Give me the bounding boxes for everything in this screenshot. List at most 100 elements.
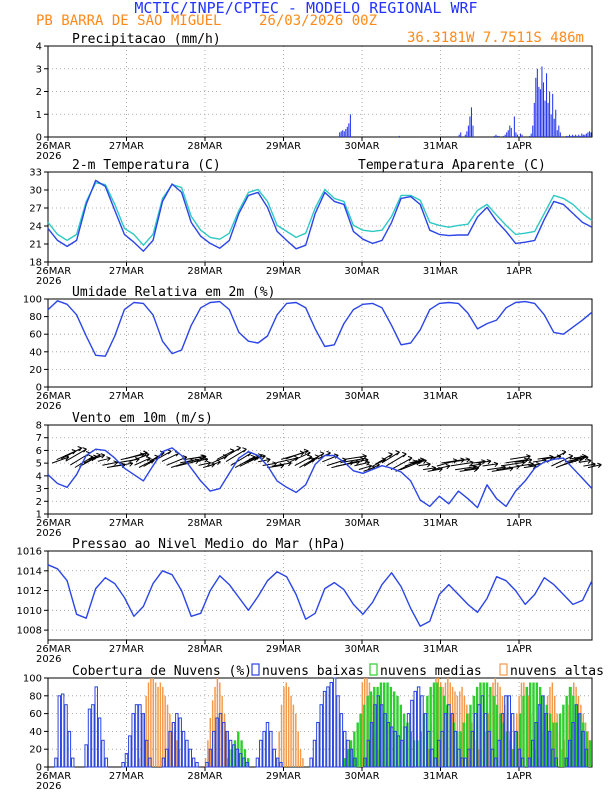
- x-tick-label: 31MAR: [423, 141, 458, 152]
- low-cloud-bar: [54, 757, 58, 768]
- x-year-label: 2026: [36, 781, 61, 792]
- low-cloud-bar: [450, 713, 454, 768]
- x-tick-label: 30MAR: [344, 518, 379, 529]
- precip-bar: [585, 133, 587, 137]
- low-cloud-bar: [87, 708, 92, 768]
- wind-vector-head: [475, 467, 480, 471]
- wind-vector: [161, 452, 180, 462]
- high-cloud-bar: [283, 686, 285, 767]
- precip-bar: [582, 134, 584, 137]
- wind-vector: [418, 463, 431, 467]
- panel-6: 0 20 40 60 80 100 26MAR 27MAR 28MAR 29MAR 30MAR 31M…: [23, 663, 604, 792]
- low-cloud-bar: [527, 757, 532, 768]
- wind-vector: [377, 453, 393, 464]
- wind-vector-head: [129, 462, 134, 467]
- low-cloud-bar: [467, 748, 471, 768]
- wind-vectors: [51, 445, 602, 473]
- wind-vector-head: [71, 449, 76, 452]
- panel-frame: [47, 424, 593, 515]
- wind-vector: [482, 463, 498, 467]
- wind-vector-head: [532, 465, 537, 470]
- low-cloud-bar: [272, 748, 276, 768]
- x-tick-label: 27MAR: [109, 518, 144, 529]
- legend-swatch: [499, 663, 508, 676]
- apparent-temperature-title: Temperatura Aparente (C): [358, 158, 546, 173]
- low-cloud-bar: [134, 704, 139, 768]
- wind-vector-head: [583, 455, 589, 458]
- wind-vector: [381, 451, 400, 464]
- wind-vector: [93, 454, 105, 460]
- wind-vector-head: [306, 450, 311, 454]
- low-cloud-bar: [245, 762, 250, 768]
- low-cloud-bar: [185, 739, 189, 768]
- wind-vector-head: [160, 452, 165, 457]
- legend-swatch: [251, 663, 260, 676]
- high-cloud-bar: [520, 682, 523, 767]
- y-tick-label: 3: [36, 484, 42, 495]
- low-cloud-bar: [124, 753, 129, 768]
- panel-3: 0 20 40 60 80 100 26MAR 27MAR 28MAR 29MAR 30MAR 31M…: [23, 285, 593, 412]
- low-cloud-bar: [373, 704, 377, 768]
- wind-vector: [294, 456, 312, 467]
- wind-vector-head: [237, 447, 241, 452]
- mid-cloud-bar: [399, 704, 403, 767]
- wind-vector: [372, 458, 386, 467]
- low-cloud-bar: [222, 722, 226, 768]
- low-cloud-bar: [453, 730, 458, 768]
- x-year-label: 2026: [36, 276, 61, 287]
- mid-cloud-bar: [522, 695, 525, 767]
- high-cloud-bar: [287, 686, 290, 767]
- x-tick-label: 1APR: [506, 771, 532, 782]
- wind-vector: [450, 461, 474, 467]
- wind-vector-head: [395, 450, 400, 453]
- wind-vector-head: [272, 461, 277, 464]
- wind-vector: [574, 456, 589, 460]
- low-cloud-bar: [504, 695, 508, 768]
- y-tick-label: 2: [36, 497, 42, 508]
- precip-bar: [467, 125, 469, 137]
- wind-vector-head: [460, 457, 465, 460]
- low-cloud-bar: [531, 739, 535, 768]
- low-cloud-bar: [500, 713, 505, 768]
- low-cloud-bar: [181, 730, 186, 768]
- wind-vector-head: [407, 455, 413, 459]
- low-cloud-bar: [171, 722, 176, 768]
- y-tick-label: 0: [36, 763, 42, 774]
- low-cloud-bar: [578, 713, 582, 768]
- wind-vector: [468, 463, 482, 467]
- high-cloud-bar: [209, 718, 212, 767]
- wind-vector-head: [288, 462, 292, 467]
- wind-vector: [207, 461, 221, 467]
- wind-vector: [491, 467, 514, 472]
- low-cloud-bar: [551, 748, 555, 768]
- x-tick-label: 28MAR: [187, 391, 222, 402]
- low-cloud-bar: [410, 699, 414, 768]
- wind-vector-head: [470, 462, 474, 466]
- x-tick-label: 30MAR: [344, 391, 379, 402]
- wind-vector-head: [509, 467, 514, 472]
- y-tick-label: 18: [29, 258, 42, 269]
- wind-vector-head: [486, 459, 492, 462]
- low-cloud-bar: [393, 730, 397, 768]
- wind-vector-head: [236, 445, 241, 449]
- precip-bar: [575, 134, 577, 137]
- mid-cloud-bar: [572, 695, 575, 767]
- low-cloud-bar: [275, 757, 280, 768]
- y-tick-label: 0: [36, 383, 42, 394]
- wind-vector: [51, 456, 70, 464]
- wind-vector-head: [578, 458, 583, 463]
- wind-vector: [230, 452, 252, 466]
- precip-bar: [339, 132, 341, 137]
- low-cloud-bar: [343, 730, 347, 768]
- low-cloud-bar: [259, 739, 263, 768]
- precip-bar: [547, 102, 549, 137]
- low-cloud-bar: [541, 695, 545, 768]
- wind-vector: [225, 448, 247, 463]
- wind-vector-head: [478, 463, 482, 468]
- low-cloud-bar: [574, 704, 579, 768]
- y-tick-label: 1010: [17, 606, 42, 617]
- high-cloud-bar: [150, 678, 152, 767]
- wind-vector-head: [466, 458, 471, 463]
- mid-cloud-bar: [578, 713, 582, 767]
